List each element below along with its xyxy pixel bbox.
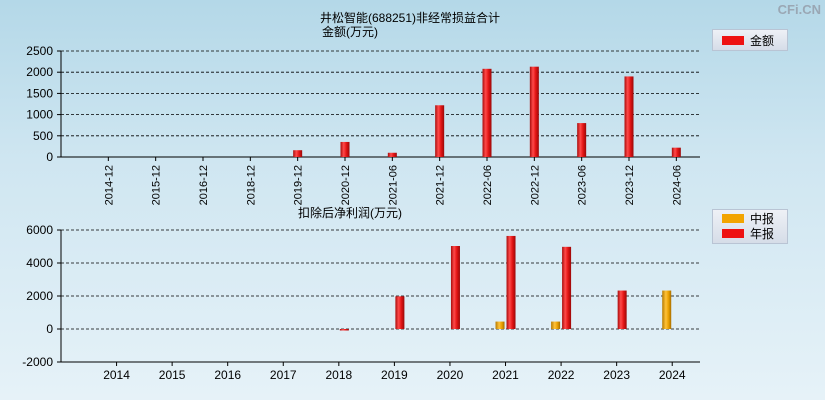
y-tick-label: 2000	[26, 289, 53, 303]
legend-label: 年报	[750, 227, 775, 241]
bar-金额	[387, 152, 397, 157]
x-tick-label: 2024-06	[671, 165, 683, 205]
bar-金额	[671, 147, 681, 157]
bar-金额	[577, 123, 587, 157]
y-tick-label: 0	[46, 150, 53, 164]
chart1-legend: 金额	[712, 29, 788, 51]
y-tick-label: 500	[33, 129, 53, 143]
y-tick-label: 2500	[26, 44, 53, 58]
bar-年报	[562, 246, 572, 329]
bar-金额	[482, 68, 492, 157]
watermark-logo: CFi.CN	[777, 2, 821, 17]
x-tick-label: 2023	[603, 368, 630, 382]
x-tick-label: 2014-12	[103, 165, 115, 205]
x-tick-label: 2016	[214, 368, 241, 382]
bar-中报	[662, 290, 672, 329]
legend-item-amount: 金额	[713, 30, 787, 50]
y-tick-label: -2000	[22, 355, 53, 369]
y-tick-label: 2000	[26, 65, 53, 79]
bar-金额	[340, 141, 350, 157]
x-tick-label: 2020-12	[340, 165, 352, 205]
bar-年报	[617, 290, 627, 329]
x-tick-label: 2021-12	[435, 165, 447, 205]
legend-swatch	[722, 35, 744, 45]
legend-swatch	[722, 229, 744, 238]
y-tick-label: 1000	[26, 108, 53, 122]
x-tick-label: 2022	[548, 368, 575, 382]
x-tick-label: 2015	[159, 368, 186, 382]
legend-swatch	[722, 214, 744, 223]
chart-non-recurring-gains: 井松智能(688251)非经常损益合计 金额(万元) 0 500 1000 1500 2…	[26, 10, 700, 205]
bar-金额	[529, 66, 539, 157]
x-tick-label: 2018	[325, 368, 352, 382]
x-tick-label: 2016-12	[198, 165, 210, 205]
legend-item-annual: 年报	[713, 226, 787, 241]
legend-label: 中报	[750, 212, 775, 226]
x-tick-label: 2023-12	[624, 165, 636, 205]
chart1-title: 井松智能(688251)非经常损益合计	[320, 10, 500, 25]
x-tick-label: 2018-12	[245, 165, 257, 205]
legend-item-interim: 中报	[713, 211, 787, 226]
chart2-legend: 中报 年报	[712, 209, 788, 244]
x-tick-label: 2022-12	[529, 165, 541, 205]
x-tick-label: 2017	[270, 368, 297, 382]
bar-年报	[506, 235, 516, 329]
y-tick-label: 0	[46, 322, 53, 336]
bar-年报	[339, 329, 349, 331]
x-tick-label: 2021	[492, 368, 519, 382]
bar-金额	[624, 76, 634, 157]
y-tick-label: 1500	[26, 86, 53, 100]
x-tick-label: 2019	[381, 368, 408, 382]
x-tick-label: 2015-12	[151, 165, 163, 205]
bar-年报	[450, 246, 460, 329]
legend-label: 金额	[750, 33, 775, 48]
bar-中报	[551, 321, 561, 329]
bar-年报	[395, 296, 405, 329]
x-tick-label: 2019-12	[293, 165, 305, 205]
y-tick-label: 4000	[26, 256, 53, 270]
x-tick-label: 2024	[659, 368, 686, 382]
bar-金额	[435, 105, 445, 157]
x-tick-label: 2021-06	[387, 165, 399, 205]
chart1-ylabel: 金额(万元)	[322, 24, 378, 39]
chart-net-profit: 扣除后净利润(万元) -2000 0 2000 4000 6000 2014 2015 20…	[22, 205, 700, 382]
x-tick-label: 2014	[103, 368, 130, 382]
chart2-title: 扣除后净利润(万元)	[298, 205, 402, 220]
x-tick-label: 2022-06	[482, 165, 494, 205]
bar-中报	[495, 321, 505, 329]
x-tick-label: 2020	[437, 368, 464, 382]
y-tick-label: 6000	[26, 223, 53, 237]
x-tick-label: 2023-06	[577, 165, 589, 205]
bar-金额	[293, 150, 303, 157]
